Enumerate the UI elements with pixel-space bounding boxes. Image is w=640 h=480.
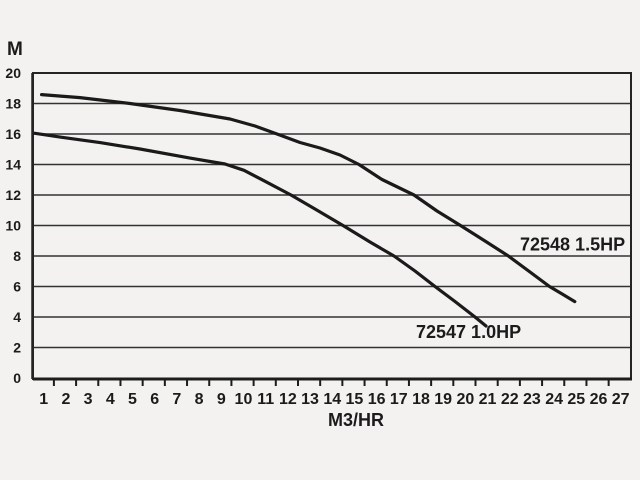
svg-text:11: 11: [257, 391, 274, 408]
svg-text:2: 2: [61, 391, 70, 408]
svg-text:12: 12: [5, 187, 21, 203]
svg-text:M3/HR: M3/HR: [328, 410, 384, 430]
svg-text:12: 12: [279, 391, 297, 408]
svg-text:16: 16: [368, 391, 386, 408]
svg-text:7: 7: [172, 391, 181, 408]
svg-text:24: 24: [545, 391, 563, 408]
svg-text:22: 22: [501, 391, 519, 408]
svg-text:18: 18: [5, 96, 21, 112]
svg-text:20: 20: [5, 65, 21, 81]
svg-text:23: 23: [523, 391, 541, 408]
svg-text:4: 4: [13, 309, 21, 325]
svg-text:10: 10: [5, 218, 21, 234]
svg-text:27: 27: [612, 391, 630, 408]
svg-text:4: 4: [106, 391, 115, 408]
svg-text:0: 0: [13, 370, 21, 386]
svg-text:5: 5: [128, 391, 137, 408]
svg-text:10: 10: [235, 391, 253, 408]
svg-text:14: 14: [323, 391, 341, 408]
svg-text:6: 6: [150, 391, 159, 408]
svg-text:72548 1.5HP: 72548 1.5HP: [520, 235, 625, 255]
svg-text:17: 17: [390, 391, 408, 408]
svg-text:3: 3: [84, 391, 93, 408]
svg-text:21: 21: [479, 391, 497, 408]
svg-text:2: 2: [13, 340, 21, 356]
svg-text:19: 19: [434, 391, 452, 408]
svg-text:6: 6: [13, 279, 21, 295]
svg-text:8: 8: [195, 391, 204, 408]
svg-text:1: 1: [39, 391, 48, 408]
svg-text:26: 26: [590, 391, 608, 408]
svg-text:9: 9: [217, 391, 226, 408]
svg-text:M: M: [7, 39, 23, 60]
svg-text:8: 8: [13, 248, 21, 264]
svg-text:15: 15: [346, 391, 364, 408]
svg-text:14: 14: [5, 157, 21, 173]
svg-text:18: 18: [412, 391, 430, 408]
svg-text:72547 1.0HP: 72547 1.0HP: [416, 322, 521, 342]
svg-text:25: 25: [567, 391, 585, 408]
svg-text:20: 20: [456, 391, 474, 408]
svg-text:13: 13: [301, 391, 319, 408]
svg-text:16: 16: [5, 126, 21, 142]
